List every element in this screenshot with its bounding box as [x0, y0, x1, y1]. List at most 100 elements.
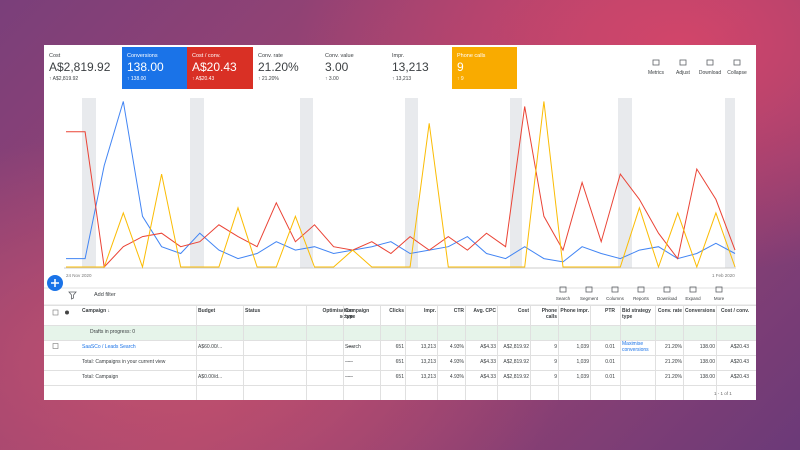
column-header[interactable]: Cost / conv. — [721, 308, 749, 314]
pagination: 1 - 1 of 1 — [714, 391, 732, 396]
table-cell: 1,039 — [576, 374, 589, 380]
metric-value: 13,213 — [392, 60, 429, 74]
table-cell: 13,213 — [420, 344, 436, 350]
column-header[interactable]: Phone impr. — [560, 308, 589, 314]
column-header[interactable]: Avg. CPC — [473, 308, 496, 314]
metric-tile — [452, 47, 517, 89]
toolbar-button[interactable]: Reports — [633, 296, 649, 301]
tool-icon — [559, 286, 567, 293]
metric-label[interactable]: Conv. value — [325, 53, 354, 59]
metric-label[interactable]: Impr. — [392, 53, 405, 59]
column-header[interactable]: CTR — [453, 308, 464, 314]
column-header[interactable]: Phone calls — [541, 308, 557, 320]
toolbar-button[interactable]: Metrics — [647, 70, 665, 76]
table-cell: A$20.43 — [730, 359, 749, 365]
table-cell: A$20.43 — [730, 374, 749, 380]
metric-value: 3.00 — [325, 60, 349, 74]
column-header[interactable]: Conversions — [685, 308, 716, 314]
metric-delta: ↑ 138.00 — [127, 76, 147, 82]
metric-value: A$2,819.92 — [49, 60, 111, 74]
toolbar-button[interactable]: Download — [656, 296, 677, 301]
table-cell: 1,039 — [576, 344, 589, 350]
column-header[interactable]: Optimisation score — [322, 308, 353, 320]
toolbar-button[interactable]: Segment — [579, 296, 598, 301]
toolbar-button[interactable]: Collapse — [727, 70, 747, 76]
toolbar-button[interactable]: Columns — [606, 296, 624, 301]
series-line — [66, 106, 736, 269]
column-divider — [716, 305, 717, 400]
table-cell: 4.93% — [449, 359, 464, 365]
table-cell: A$60.00/... — [198, 344, 223, 350]
chart — [44, 59, 756, 349]
table-cell: 9 — [554, 344, 557, 350]
column-header[interactable]: Budget — [198, 308, 216, 314]
table-cell: A$0.00/d... — [198, 374, 223, 380]
column-divider — [405, 305, 406, 400]
filter-icon[interactable] — [68, 291, 77, 300]
metric-delta: ↑ 21.20% — [258, 76, 279, 82]
column-divider — [655, 305, 656, 400]
table-cell: A$20.43 — [730, 344, 749, 350]
metric-value: 21.20% — [258, 60, 299, 74]
column-header[interactable]: Conv. rate — [657, 308, 682, 314]
series-line — [66, 101, 736, 263]
row-divider — [44, 340, 756, 341]
column-header[interactable]: Impr. — [424, 308, 436, 314]
column-header[interactable]: Cost — [517, 308, 529, 314]
table-cell: 21.20% — [665, 344, 682, 350]
table-cell: 1,039 — [576, 359, 589, 365]
column-divider — [530, 305, 531, 400]
metric-label[interactable]: Conversions — [127, 53, 158, 59]
weekend-bands — [82, 98, 735, 268]
column-header[interactable]: Status — [245, 308, 261, 314]
table-cell: 138.00 — [699, 344, 715, 350]
checkbox — [52, 309, 59, 316]
x-axis-label: 24 Nov 2020 — [66, 273, 92, 278]
metric-label[interactable]: Phone calls — [457, 53, 486, 59]
column-header[interactable]: Campaign ↓ — [82, 308, 111, 314]
table-cell[interactable]: SaaSCo / Leads Search — [82, 344, 136, 350]
metric-label[interactable]: Cost — [49, 53, 61, 59]
column-header[interactable]: Bid strategy type — [622, 308, 651, 320]
column-divider — [380, 305, 381, 400]
tool-icon — [585, 286, 593, 293]
table-cell: 9 — [554, 374, 557, 380]
table-cell: — — [348, 374, 353, 380]
metric-value: 9 — [457, 60, 464, 74]
table-cell: 13,213 — [420, 374, 436, 380]
toolbar-button[interactable]: Adjust — [676, 70, 690, 76]
table-cell: 0.01 — [605, 344, 615, 350]
table-cell: Total: Campaigns in your current view — [82, 359, 166, 365]
table-cell: Search — [345, 344, 361, 350]
column-divider — [683, 305, 684, 400]
status-dot — [65, 310, 69, 315]
toolbar-button[interactable]: Download — [698, 70, 722, 76]
tool-icon — [733, 59, 741, 66]
metric-delta: ↑ 3.00 — [325, 76, 339, 82]
row-divider — [44, 305, 756, 306]
table-cell: — — [348, 359, 353, 365]
table-cell: Total: Campaign — [82, 374, 119, 380]
drafts-row — [44, 325, 756, 340]
checkbox — [52, 343, 59, 349]
metric-label[interactable]: Conv. rate — [258, 53, 283, 59]
row-divider — [44, 370, 756, 371]
table-cell: 138.00 — [699, 359, 715, 365]
metric-delta: ↑ 13,213 — [392, 76, 412, 82]
metric-label[interactable]: Cost / conv. — [192, 53, 221, 59]
toolbar-button[interactable]: More — [713, 296, 725, 301]
row-divider — [44, 325, 756, 326]
column-divider — [437, 305, 438, 400]
table-cell: Maximise conversions — [622, 341, 649, 353]
tool-icon — [679, 59, 687, 66]
column-header[interactable]: Clicks — [389, 308, 404, 314]
tool-icon — [652, 59, 660, 66]
toolbar-button[interactable]: Search — [555, 296, 571, 301]
toolbar-button[interactable]: Expand — [685, 296, 701, 301]
table-cell: — — [345, 359, 350, 365]
column-header[interactable]: Campaign type — [345, 308, 370, 320]
table-cell: A$2,819.92 — [503, 374, 529, 380]
column-header[interactable]: PTR — [605, 308, 615, 314]
add-filter[interactable]: Add filter — [94, 292, 116, 298]
